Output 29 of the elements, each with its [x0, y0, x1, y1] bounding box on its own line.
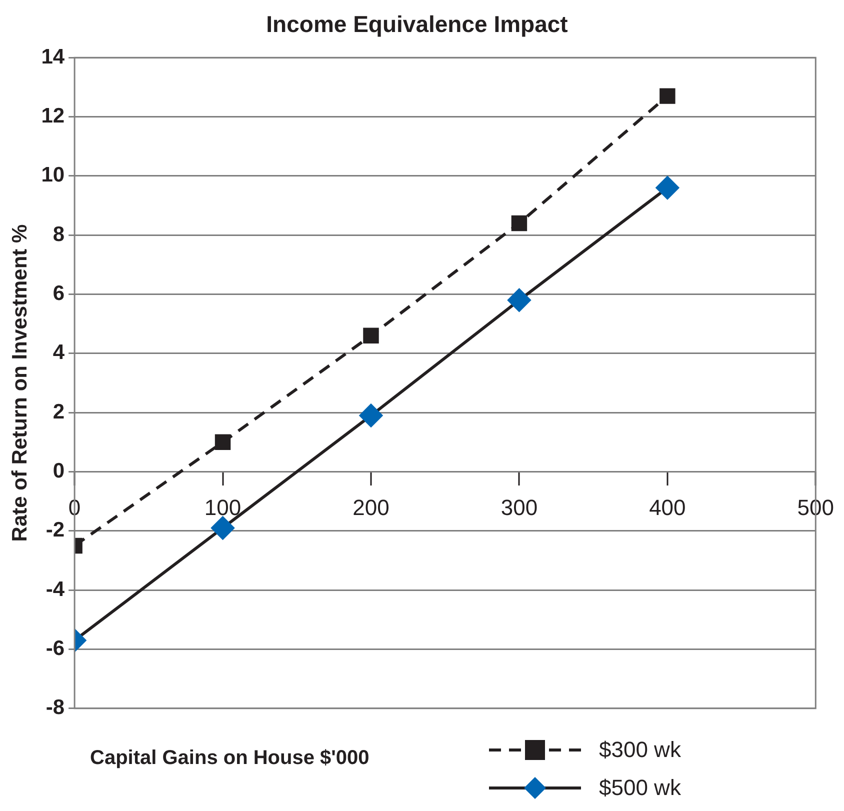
y-tick-label: 10: [41, 164, 65, 187]
x-tick-label: 100: [204, 495, 242, 520]
y-tick-label: 8: [52, 222, 65, 246]
chart-title: Income Equivalence Impact: [266, 11, 568, 38]
point: [508, 288, 531, 312]
point: [656, 176, 679, 200]
y-tick-label: 12: [41, 104, 65, 128]
point: [511, 215, 528, 232]
x-tick-label: 400: [649, 495, 686, 520]
point: [363, 328, 379, 344]
x-tick-label: 300: [500, 495, 538, 520]
y-tick-label: 2: [52, 400, 65, 424]
point: [211, 516, 234, 540]
y-tick-label: 6: [52, 282, 65, 306]
x-axis-title: Capital Gains on House $'000: [90, 747, 370, 770]
y-tick-label: -8: [46, 696, 65, 720]
y-axis-title: Rate of Return on Investment %: [8, 224, 32, 542]
y-tick-label: 4: [52, 341, 65, 364]
legend-label: $300 wk: [599, 737, 681, 763]
y-tick-label: -4: [46, 578, 65, 601]
y-tick-label: 14: [41, 45, 65, 68]
point: [359, 404, 382, 428]
y-tick-label: 0: [52, 460, 65, 483]
y-tick-label: -2: [46, 518, 65, 542]
x-tick-label: 200: [352, 495, 390, 520]
y-tick-label: -6: [46, 637, 65, 660]
legend-label: $500 wk: [599, 775, 681, 801]
point: [214, 434, 231, 450]
point: [660, 88, 676, 104]
